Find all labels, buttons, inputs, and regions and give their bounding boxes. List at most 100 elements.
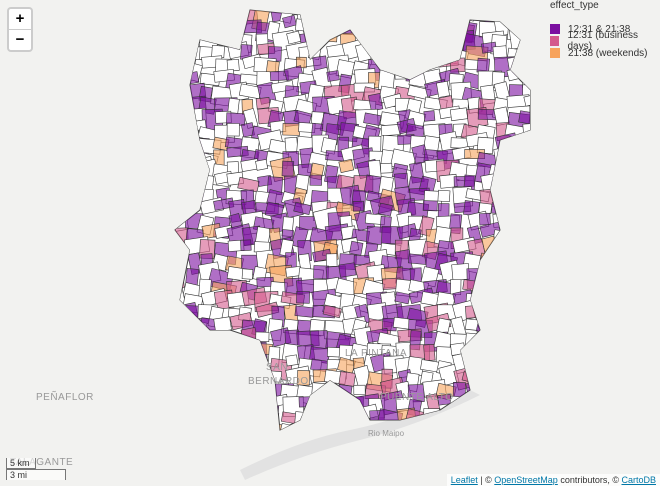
district[interactable] [475, 318, 495, 335]
district[interactable] [212, 395, 232, 408]
district[interactable] [323, 31, 338, 43]
district[interactable] [435, 5, 461, 21]
district[interactable] [309, 174, 322, 186]
district[interactable] [478, 212, 491, 226]
district[interactable] [481, 266, 503, 279]
district[interactable] [494, 333, 511, 352]
district[interactable] [337, 18, 362, 36]
district[interactable] [534, 355, 547, 372]
district[interactable] [167, 240, 187, 262]
district[interactable] [293, 201, 312, 216]
district[interactable] [168, 370, 185, 392]
district[interactable] [354, 19, 367, 33]
district[interactable] [271, 437, 284, 449]
district[interactable] [493, 264, 519, 286]
district[interactable] [170, 124, 185, 139]
district[interactable] [240, 239, 252, 251]
district[interactable] [495, 404, 525, 430]
district[interactable] [338, 262, 357, 278]
district[interactable] [422, 31, 449, 54]
district[interactable] [489, 369, 513, 384]
district[interactable] [229, 409, 245, 424]
district[interactable] [534, 433, 549, 454]
district[interactable] [507, 151, 521, 164]
district[interactable] [282, 14, 297, 29]
district[interactable] [241, 268, 254, 280]
district[interactable] [187, 326, 205, 341]
district[interactable] [168, 344, 191, 368]
district[interactable] [378, 6, 395, 24]
district[interactable] [534, 174, 548, 186]
district[interactable] [210, 331, 231, 347]
district[interactable] [378, 47, 399, 64]
district[interactable] [519, 47, 531, 60]
district[interactable] [201, 352, 225, 373]
district[interactable] [408, 31, 433, 54]
district[interactable] [495, 2, 521, 19]
district[interactable] [521, 404, 544, 420]
district[interactable] [508, 213, 528, 236]
district[interactable] [536, 60, 548, 78]
district[interactable] [503, 265, 525, 286]
district[interactable] [310, 8, 330, 26]
district[interactable] [169, 382, 181, 398]
district[interactable] [423, 343, 436, 362]
district[interactable] [520, 395, 544, 418]
district[interactable] [531, 189, 552, 209]
district[interactable] [296, 291, 310, 304]
district[interactable] [521, 173, 546, 193]
district[interactable] [279, 238, 294, 257]
district[interactable] [296, 369, 311, 386]
district[interactable] [254, 396, 280, 416]
district[interactable] [506, 227, 530, 245]
district[interactable] [490, 343, 512, 363]
district[interactable] [285, 354, 299, 367]
district[interactable] [518, 356, 534, 376]
district[interactable] [520, 213, 532, 231]
district[interactable] [197, 333, 220, 350]
district[interactable] [493, 175, 510, 195]
district[interactable] [519, 333, 541, 352]
district[interactable] [408, 43, 424, 60]
district[interactable] [507, 158, 530, 177]
district[interactable] [394, 172, 409, 189]
district[interactable] [537, 328, 557, 351]
district[interactable] [464, 332, 487, 349]
district[interactable] [380, 162, 393, 174]
district[interactable] [336, 384, 353, 406]
district[interactable] [185, 381, 208, 403]
district[interactable] [186, 71, 200, 85]
district[interactable] [169, 411, 183, 427]
district[interactable] [352, 200, 365, 212]
district[interactable] [187, 434, 207, 451]
district[interactable] [213, 31, 227, 43]
district[interactable] [423, 45, 446, 57]
district[interactable] [509, 174, 530, 190]
district[interactable] [518, 110, 534, 125]
osm-link[interactable]: OpenStreetMap [494, 475, 558, 485]
district[interactable] [519, 202, 540, 222]
district[interactable] [450, 342, 466, 356]
district[interactable] [366, 14, 382, 32]
district[interactable] [286, 30, 302, 45]
district[interactable] [183, 397, 200, 415]
district[interactable] [213, 316, 232, 333]
district[interactable] [201, 4, 218, 21]
district[interactable] [461, 411, 480, 432]
district[interactable] [480, 172, 502, 193]
district[interactable] [214, 6, 233, 26]
district[interactable] [181, 176, 203, 201]
district[interactable] [423, 110, 436, 122]
district[interactable] [239, 396, 262, 417]
district[interactable] [492, 236, 512, 252]
district[interactable] [321, 20, 340, 36]
district[interactable] [196, 372, 216, 396]
district[interactable] [487, 278, 504, 302]
district[interactable] [381, 21, 395, 36]
district[interactable] [436, 80, 450, 98]
district[interactable] [507, 357, 529, 377]
district[interactable] [256, 424, 277, 437]
district[interactable] [198, 438, 218, 454]
district[interactable] [536, 199, 558, 216]
district[interactable] [183, 359, 209, 380]
